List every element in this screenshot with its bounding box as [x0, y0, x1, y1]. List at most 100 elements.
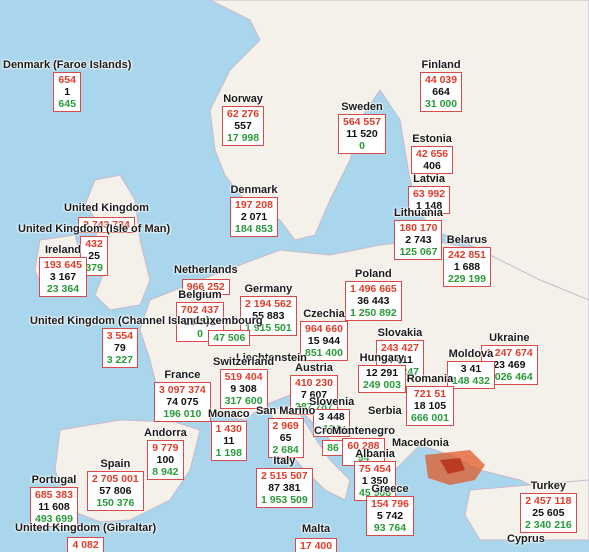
marker-country-name: Slovakia	[377, 327, 423, 339]
recovered-count: 1 026 464	[486, 371, 533, 383]
marker-denmark-faroe-islands[interactable]: Denmark (Faroe Islands) 654 1 645	[3, 59, 131, 112]
recovered-count: 229 199	[448, 273, 486, 285]
marker-united-kingdom-gibraltar[interactable]: United Kingdom (Gibraltar) 4 082	[15, 522, 156, 552]
marker-spain[interactable]: Spain 2 705 001 57 806 150 376	[87, 458, 144, 511]
recovered-count: 8 942	[152, 466, 179, 478]
marker-germany[interactable]: Germany 2 194 562 55 883 1 915 501	[240, 283, 297, 336]
marker-belgium[interactable]: Belgium 702 437 20 982 0	[176, 289, 224, 342]
marker-france[interactable]: France 3 097 374 74 075 196 010	[154, 369, 211, 422]
confirmed-count: 432	[85, 238, 103, 250]
deaths-count: 1 148	[415, 200, 443, 212]
deaths-count: 79	[113, 342, 126, 354]
marker-netherlands[interactable]: Netherlands 966 252	[174, 264, 238, 295]
marker-country-name: Switzerland	[213, 356, 275, 368]
recovered-count: 645	[58, 98, 76, 110]
marker-estonia[interactable]: Estonia 42 656 406	[411, 133, 454, 174]
marker-serbia[interactable]: Serbia	[368, 405, 402, 418]
deaths-count: 5 742	[376, 510, 404, 522]
marker-stats-box: 12 291 249 003	[358, 365, 406, 393]
marker-portugal[interactable]: Portugal 685 383 11 608 493 699	[30, 474, 78, 527]
deaths-count: 1 688	[453, 261, 481, 273]
marker-country-name: Portugal	[31, 474, 77, 486]
confirmed-count: 2 457 118	[525, 495, 572, 507]
marker-stats-box: 193 645 3 167 23 364	[39, 257, 87, 297]
marker-liechtenstein[interactable]: Liechtenstein	[236, 352, 307, 365]
marker-country-name: Austria	[295, 362, 333, 374]
confirmed-count: 966 252	[186, 281, 225, 293]
marker-switzerland[interactable]: Switzerland 519 404 9 308 317 600	[213, 356, 274, 409]
recovered-count: 851 400	[305, 347, 343, 359]
marker-country-name: Slovenia	[309, 396, 355, 408]
marker-cyprus[interactable]: Cyprus	[507, 533, 545, 546]
marker-hungary[interactable]: Hungary 12 291 249 003	[358, 352, 406, 393]
marker-country-name: Ireland	[44, 244, 82, 256]
marker-country-name: Ukraine	[489, 332, 530, 344]
marker-country-name: Netherlands	[174, 264, 238, 276]
marker-country-name: Germany	[244, 283, 293, 295]
marker-stats-box: 3 41 148 432	[447, 361, 495, 389]
confirmed-count: 180 170	[399, 222, 438, 234]
deaths-count: 11 520	[346, 128, 378, 140]
marker-stats-box: 2 457 118 25 605 2 340 216	[520, 493, 577, 533]
marker-country-name: United Kingdom (Gibraltar)	[15, 522, 157, 534]
marker-greece[interactable]: Greece 154 796 5 742 93 764	[366, 483, 414, 536]
recovered-count: 317 600	[224, 395, 263, 407]
marker-country-name: Andorra	[144, 427, 187, 439]
marker-san-marino[interactable]: San Marino 2 969 65 2 684	[256, 405, 315, 458]
marker-sweden[interactable]: Sweden 564 557 11 520 0	[338, 101, 386, 154]
marker-romania[interactable]: Romania 721 51 18 105 666 001	[406, 373, 454, 426]
marker-luxembourg[interactable]: Luxembourg 47 506	[196, 315, 263, 346]
recovered-count: 86	[327, 442, 339, 454]
marker-turkey[interactable]: Turkey 2 457 118 25 605 2 340 216	[520, 480, 577, 533]
marker-country-name: Moldova	[448, 348, 494, 360]
marker-malta[interactable]: Malta 17 400	[295, 523, 338, 552]
marker-lithuania[interactable]: Lithuania 180 170 2 743 125 067	[394, 207, 443, 260]
deaths-count: 25	[88, 250, 100, 262]
confirmed-count: 17 400	[300, 540, 333, 552]
deaths-count: 36 443	[357, 295, 390, 307]
deaths-count: 1 350	[361, 475, 389, 487]
recovered-count: 31 000	[425, 98, 458, 110]
recovered-count: 2 340 216	[525, 519, 572, 531]
marker-norway[interactable]: Norway 62 276 557 17 998	[222, 93, 265, 146]
marker-macedonia[interactable]: Macedonia	[392, 437, 449, 450]
marker-united-kingdom-channel-islands[interactable]: United Kingdom (Channel Islands) 3 554 79 3…	[30, 315, 210, 368]
marker-country-name: Denmark	[230, 184, 278, 196]
confirmed-count: 721 51	[413, 388, 447, 400]
deaths-count: 18 105	[413, 400, 447, 412]
marker-croatia[interactable]: Croatia 86	[314, 425, 352, 456]
marker-albania[interactable]: Albania 75 454 1 350 45 906	[354, 448, 397, 501]
marker-ireland[interactable]: Ireland 193 645 3 167 23 364	[39, 244, 87, 297]
marker-latvia[interactable]: Latvia 63 992 1 148	[408, 173, 451, 214]
marker-united-kingdom[interactable]: United Kingdom 2 743 734	[64, 202, 149, 233]
confirmed-count: 3 097 374	[159, 384, 206, 396]
recovered-count: 1 953 509	[261, 494, 308, 506]
marker-finland[interactable]: Finland 44 039 664 31 000	[420, 59, 463, 112]
deaths-count: 7 607	[300, 389, 328, 401]
marker-stats-box: 1 430 11 1 198	[210, 421, 247, 461]
marker-country-name: Latvia	[413, 173, 445, 185]
marker-italy[interactable]: Italy 2 515 507 87 381 1 953 509	[256, 455, 313, 508]
confirmed-count: 2 194 562	[245, 298, 292, 310]
marker-belarus[interactable]: Belarus 242 851 1 688 229 199	[443, 234, 491, 287]
marker-stats-box: 180 170 2 743 125 067	[394, 220, 443, 260]
confirmed-count: 564 557	[343, 116, 381, 128]
marker-poland[interactable]: Poland 1 496 665 36 443 1 250 892	[345, 268, 402, 321]
marker-andorra[interactable]: Andorra 9 779 100 8 942	[144, 427, 187, 480]
marker-stats-box: 4 082	[67, 537, 104, 552]
marker-moldova[interactable]: Moldova 3 41 148 432	[447, 348, 495, 389]
marker-czechia[interactable]: Czechia 964 660 15 944 851 400	[300, 308, 348, 361]
deaths-count: 65	[279, 432, 292, 444]
marker-country-name: Albania	[355, 448, 395, 460]
confirmed-count: 62 276	[227, 108, 260, 120]
marker-monaco[interactable]: Monaco 1 430 11 1 198	[208, 408, 250, 461]
marker-united-kingdom-isle-of-man[interactable]: United Kingdom (Isle of Man) 432 25 379	[18, 223, 170, 276]
marker-stats-box: 197 208 2 071 184 853	[230, 197, 278, 237]
marker-denmark[interactable]: Denmark 197 208 2 071 184 853	[230, 184, 278, 237]
deaths-count: 2 743	[405, 234, 432, 246]
marker-country-name: United Kingdom	[64, 202, 149, 214]
marker-slovenia[interactable]: Slovenia 3 448 134	[309, 396, 354, 437]
recovered-count: 93 764	[373, 522, 407, 534]
confirmed-count: 964 660	[305, 323, 343, 335]
